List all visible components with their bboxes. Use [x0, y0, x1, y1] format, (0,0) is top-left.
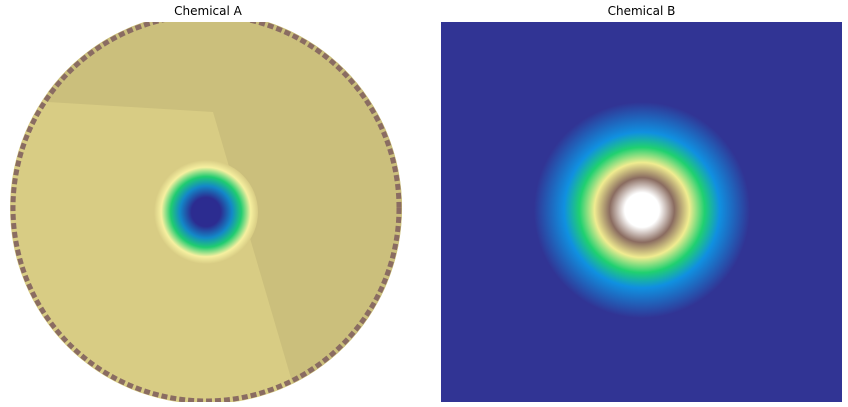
heatmap-chemical-b [441, 22, 842, 402]
chart-panel-chemical-b: Chemical B [441, 0, 842, 407]
reaction-spot [154, 160, 258, 264]
disk-rim [10, 22, 402, 402]
chart-title-chemical-b: Chemical B [607, 4, 676, 18]
heatmap-chemical-a [10, 22, 402, 402]
chart-panel-chemical-a: Chemical A [8, 0, 408, 407]
chart-title-chemical-a: Chemical A [174, 4, 242, 18]
disk-shade-region [48, 22, 402, 402]
reaction-spot [534, 102, 750, 318]
